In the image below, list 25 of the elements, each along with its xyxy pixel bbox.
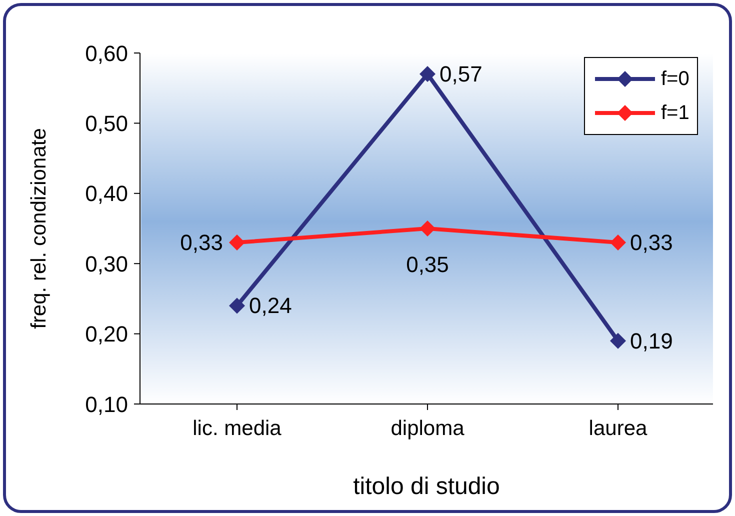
y-tick-label: 0,50 — [85, 111, 128, 136]
y-tick-label: 0,40 — [85, 181, 128, 206]
y-tick-label: 0,10 — [85, 392, 128, 417]
x-tick-label: diploma — [390, 416, 465, 440]
legend-label: f=1 — [661, 102, 690, 124]
x-axis-title: titolo di studio — [353, 473, 500, 500]
point — [420, 220, 436, 236]
x-tick-label: lic. media — [192, 416, 282, 440]
point — [420, 66, 436, 82]
data-label: 0,57 — [440, 62, 482, 87]
y-tick-label: 0,30 — [85, 251, 128, 276]
y-tick-label: 0,20 — [85, 322, 128, 347]
data-label: 0,33 — [180, 230, 223, 256]
data-label: 0,33 — [630, 230, 673, 256]
y-tick-label: 0,60 — [85, 40, 128, 66]
data-label: 0,35 — [406, 252, 449, 277]
x-tick-label: laurea — [588, 416, 648, 440]
legend-label: f=0 — [661, 68, 690, 90]
data-label: 0,24 — [249, 293, 292, 318]
point — [610, 332, 626, 349]
y-axis-title: freq. rel. condizionate — [27, 128, 50, 329]
point — [610, 234, 626, 251]
point — [229, 298, 245, 314]
data-label: 0,19 — [630, 328, 673, 354]
point — [229, 234, 245, 251]
